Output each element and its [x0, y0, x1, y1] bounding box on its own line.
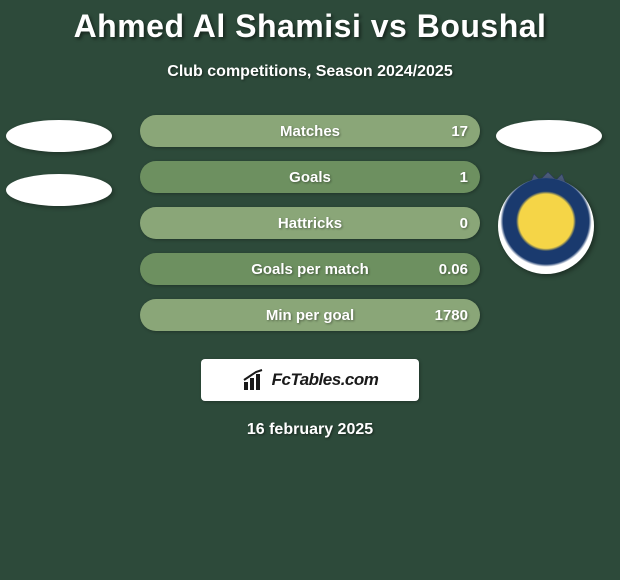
- player-placeholder-oval: [6, 174, 112, 206]
- player-placeholder-oval: [6, 120, 112, 152]
- stat-value: 17: [451, 123, 468, 140]
- stat-value: 0: [460, 215, 468, 232]
- stat-bar: Min per goal 1780: [140, 299, 480, 331]
- stat-bar: Goals 1: [140, 161, 480, 193]
- stat-value: 0.06: [439, 261, 468, 278]
- stat-value: 1: [460, 169, 468, 186]
- badge-circle-icon: [498, 178, 594, 274]
- stat-label: Hattricks: [278, 215, 342, 232]
- page-title: Ahmed Al Shamisi vs Boushal: [0, 0, 620, 45]
- stat-bar: Goals per match 0.06: [140, 253, 480, 285]
- stat-label: Min per goal: [266, 307, 354, 324]
- brand-box: FcTables.com: [201, 359, 419, 401]
- stat-row: Min per goal 1780: [0, 299, 620, 345]
- bar-chart-icon: [242, 368, 266, 392]
- brand-label: FcTables.com: [272, 370, 379, 390]
- date-label: 16 february 2025: [0, 421, 620, 439]
- subtitle: Club competitions, Season 2024/2025: [0, 63, 620, 81]
- stat-label: Matches: [280, 123, 340, 140]
- stat-label: Goals per match: [251, 261, 369, 278]
- stat-bar: Hattricks 0: [140, 207, 480, 239]
- team-badge: [498, 178, 598, 278]
- stat-label: Goals: [289, 169, 331, 186]
- stat-value: 1780: [435, 307, 468, 324]
- player-placeholder-oval: [496, 120, 602, 152]
- stat-bar: Matches 17: [140, 115, 480, 147]
